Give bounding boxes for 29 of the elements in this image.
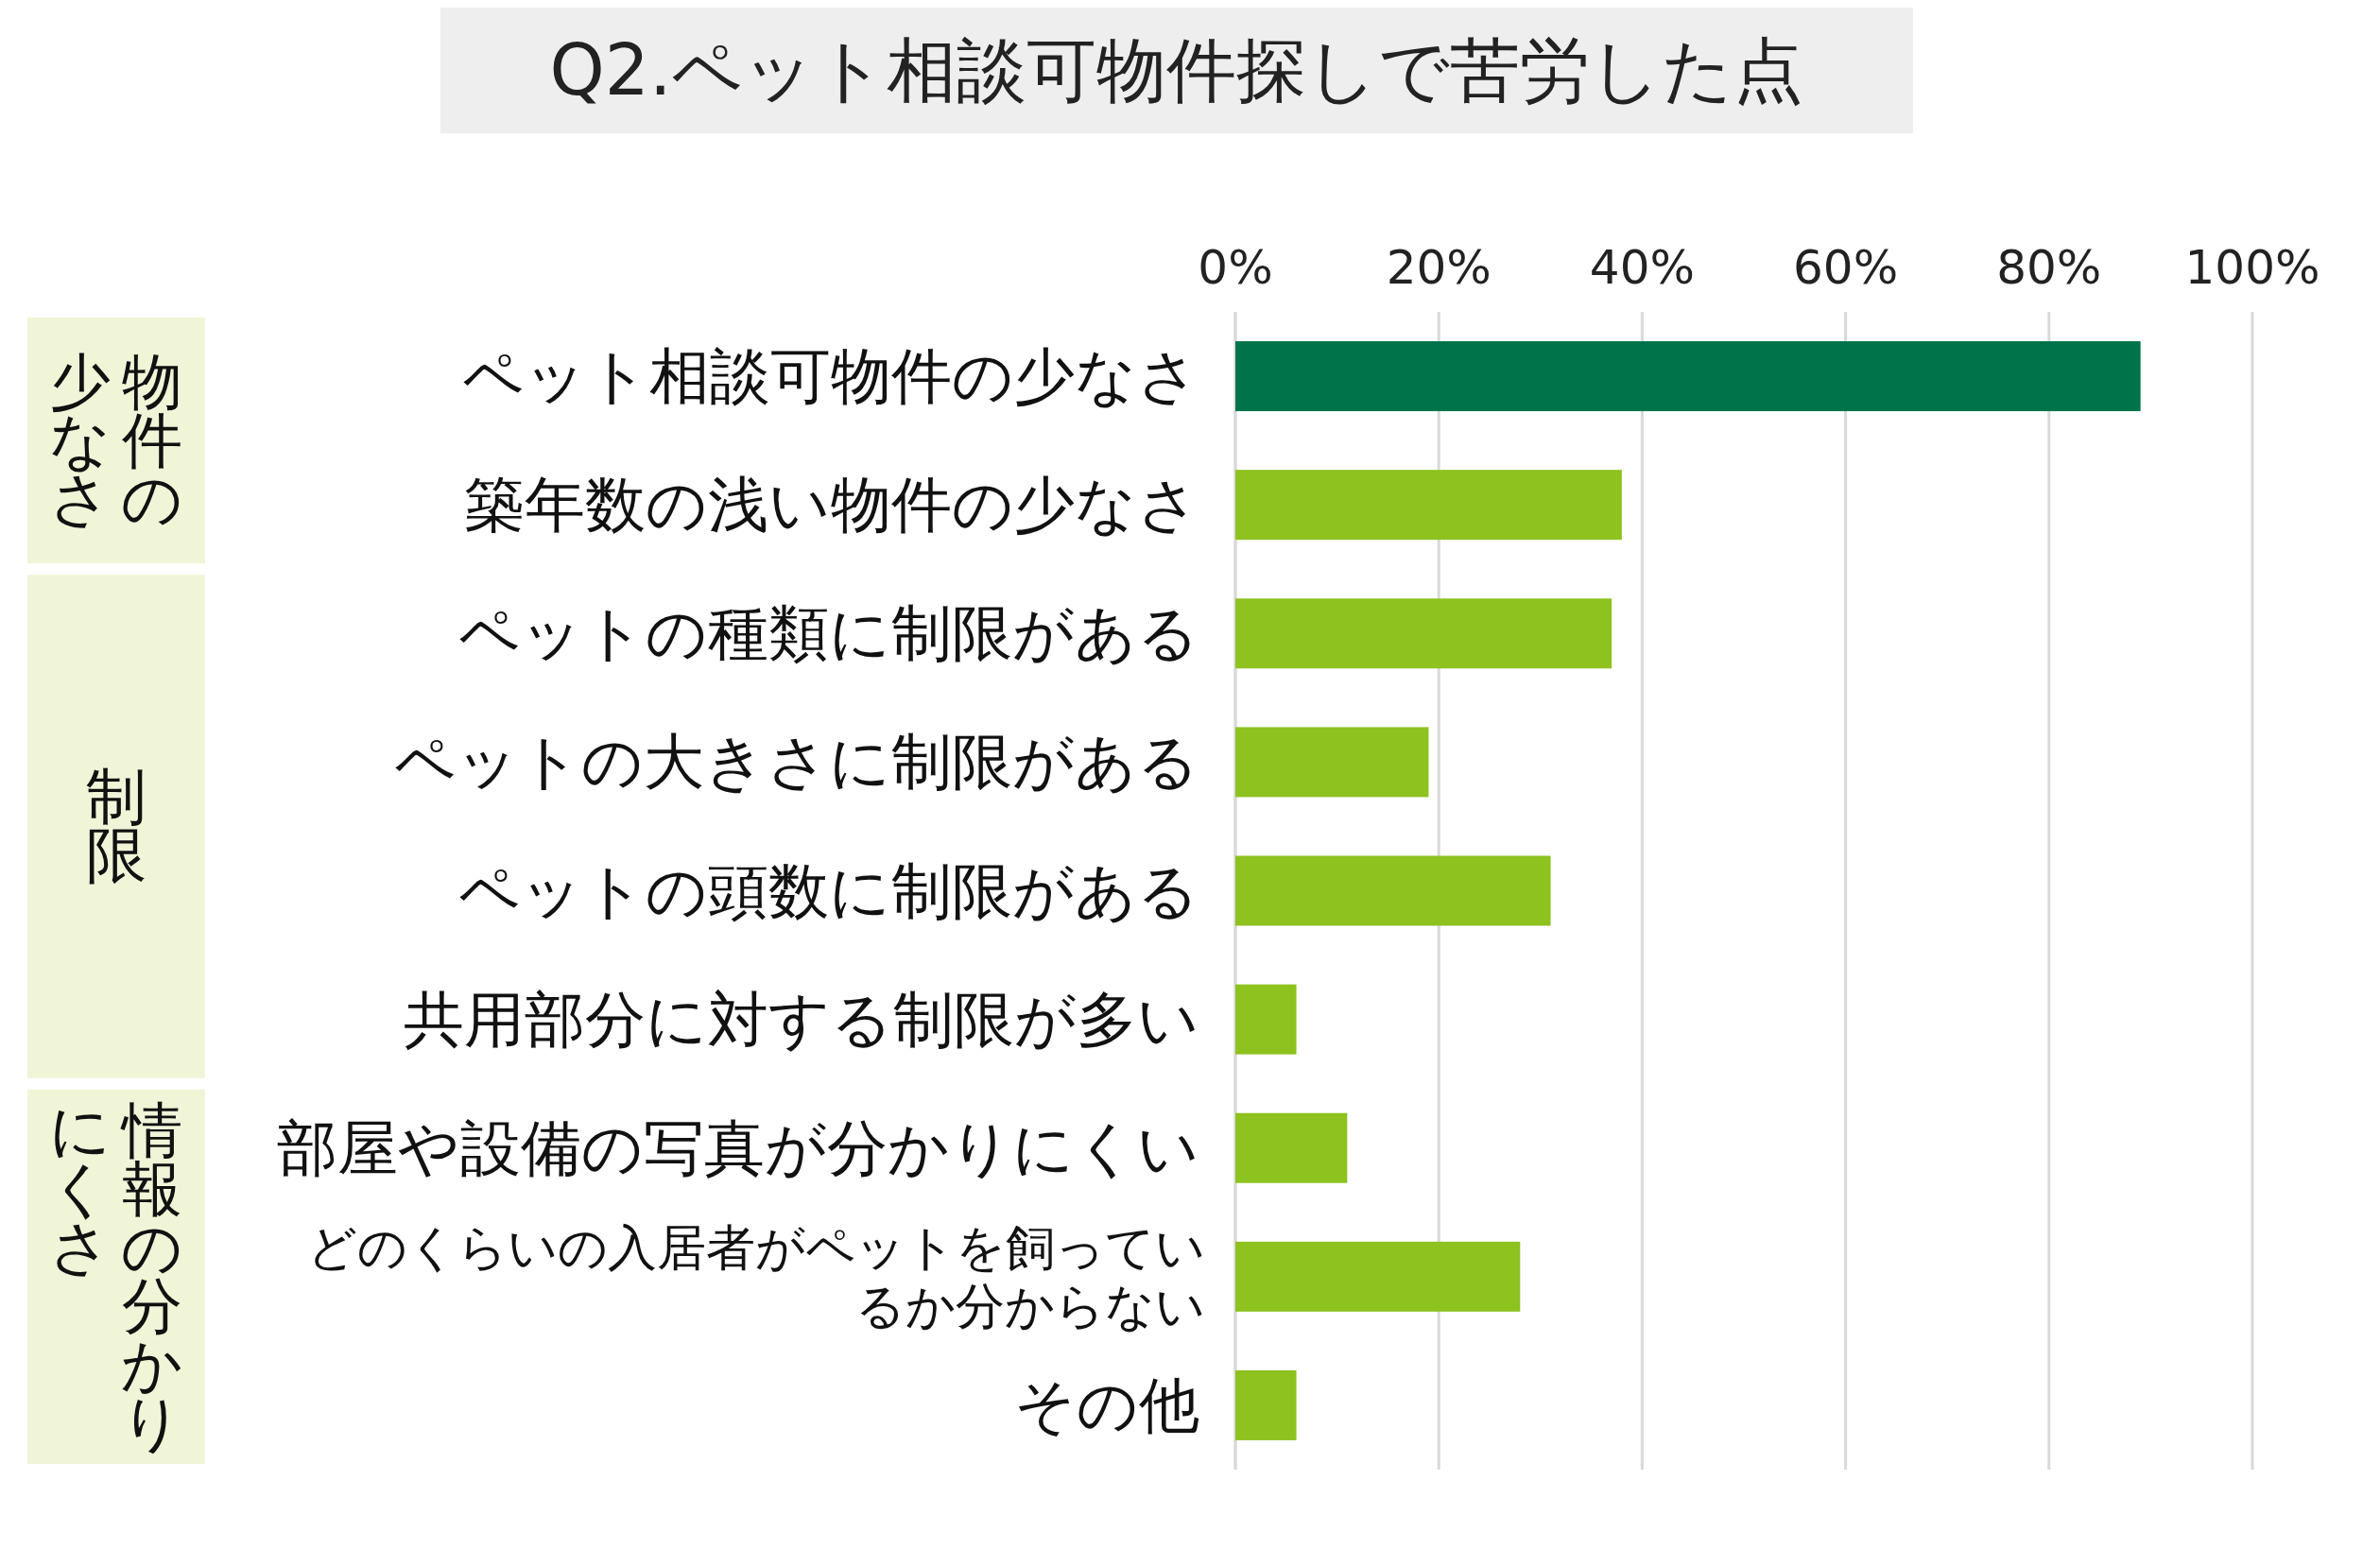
bar bbox=[1235, 1112, 1348, 1183]
bar bbox=[1235, 598, 1613, 669]
group-label: 物件の少なさ bbox=[27, 318, 205, 564]
x-tick-label: 100% bbox=[2184, 240, 2320, 295]
bar bbox=[1235, 727, 1429, 798]
y-tick-label: ペットの種類に制限がある bbox=[458, 598, 1199, 669]
y-tick-label: どのくらいの入居者がペットを飼っているか分からない bbox=[307, 1218, 1205, 1335]
bar bbox=[1235, 470, 1622, 541]
bar bbox=[1235, 984, 1297, 1055]
bar bbox=[1235, 1241, 1521, 1312]
x-tick-label: 60% bbox=[1793, 240, 1899, 295]
bar bbox=[1235, 855, 1551, 926]
chart-title: Q2.ペット相談可物件探しで苦労した点 bbox=[549, 29, 1804, 111]
group-label: 制限 bbox=[27, 575, 205, 1078]
y-tick-label: ペットの頭数に制限がある bbox=[458, 855, 1199, 926]
group-label: 情報の分かり にくさ bbox=[27, 1089, 205, 1464]
title: Q2.ペット相談可物件探しで苦労した点 bbox=[440, 8, 1913, 133]
y-tick-label: 築年数の浅い物件の少なさ bbox=[464, 470, 1199, 541]
x-tick-label: 0% bbox=[1198, 240, 1273, 295]
x-tick-label: 20% bbox=[1386, 240, 1492, 295]
y-tick-label: ペット相談可物件の少なさ bbox=[462, 341, 1199, 412]
bar bbox=[1235, 1369, 1297, 1440]
y-tick-label: 共用部分に対する制限が多い bbox=[404, 984, 1199, 1055]
x-tick-label: 80% bbox=[1996, 240, 2102, 295]
y-tick-label: その他 bbox=[1014, 1369, 1199, 1440]
y-tick-label: 部屋や設備の写真が分かりにくい bbox=[277, 1112, 1199, 1183]
bar bbox=[1235, 341, 2141, 412]
x-tick-label: 40% bbox=[1589, 240, 1695, 295]
y-tick-label: ペットの大きさに制限がある bbox=[394, 727, 1199, 798]
